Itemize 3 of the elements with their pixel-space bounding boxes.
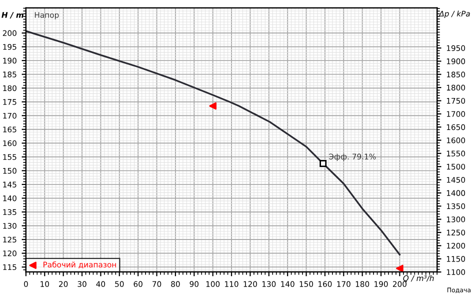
line-series xyxy=(26,30,401,256)
point xyxy=(209,102,216,110)
point xyxy=(396,264,404,272)
